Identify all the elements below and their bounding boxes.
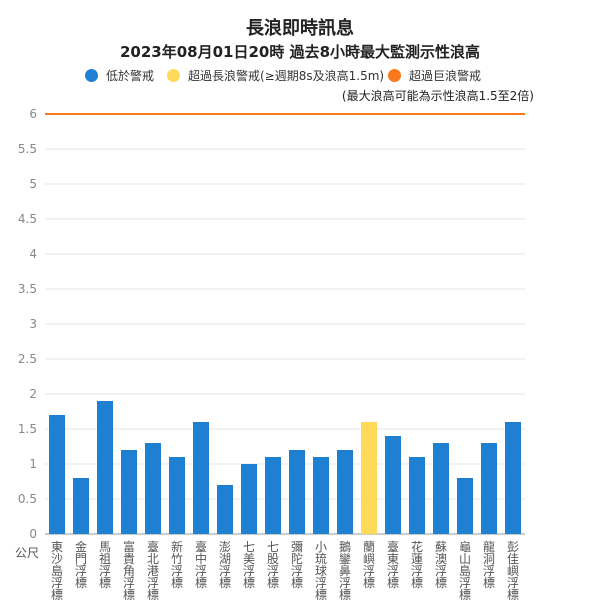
x-tick-label: 臺東浮標 — [387, 539, 399, 590]
x-tick-label: 彭佳嶼浮標 — [507, 540, 519, 600]
y-tick-label: 4 — [29, 247, 37, 261]
bar[interactable] — [217, 485, 233, 534]
bar[interactable] — [73, 478, 89, 534]
y-tick-label: 1.5 — [18, 422, 37, 436]
y-tick-label: 5 — [29, 177, 37, 191]
x-tick-label: 小琉球浮標 — [315, 540, 327, 600]
y-tick-label: 2.5 — [18, 352, 37, 366]
bar[interactable] — [361, 422, 377, 534]
x-tick-label: 七美浮標 — [243, 540, 255, 590]
x-tick-label: 東沙島浮標 — [51, 540, 63, 600]
bar[interactable] — [289, 450, 305, 534]
x-tick-label: 龍洞浮標 — [483, 539, 495, 590]
gridlines — [45, 113, 525, 535]
y-tick-label: 3 — [29, 317, 37, 331]
x-tick-label: 蘭嶼浮標 — [363, 540, 375, 590]
legend-label-normal: 低於警戒 — [106, 69, 155, 83]
legend-swatch-normal — [85, 69, 98, 82]
legend: 低於警戒 超過長浪警戒(≥週期8s及浪高1.5m) 超過巨浪警戒 — [0, 67, 600, 85]
bar[interactable] — [169, 457, 185, 534]
bar[interactable] — [313, 457, 329, 534]
legend-swatch-high-wave-warning — [388, 69, 401, 82]
x-tick-label: 新竹浮標 — [171, 539, 183, 590]
y-tick-label: 0.5 — [18, 492, 37, 506]
legend-item-swell-warning[interactable]: 超過長浪警戒(≥週期8s及浪高1.5m) — [167, 67, 384, 84]
bar[interactable] — [121, 450, 137, 534]
bars — [49, 401, 521, 534]
legend-label-high-wave-warning: 超過巨浪警戒 — [409, 69, 482, 83]
bar[interactable] — [337, 450, 353, 534]
y-tick-label: 4.5 — [18, 212, 37, 226]
legend-item-normal[interactable]: 低於警戒 — [85, 67, 154, 84]
y-axis-unit: 公尺 — [15, 546, 39, 560]
x-tick-label: 蘇澳浮標 — [435, 540, 447, 590]
chart-title: 長浪即時訊息 — [246, 18, 354, 39]
x-tick-label: 七股浮標 — [267, 540, 279, 590]
x-tick-label: 臺北港浮標 — [147, 539, 159, 600]
x-tick-label: 花蓮浮標 — [411, 539, 423, 590]
bar[interactable] — [385, 436, 401, 534]
wave-height-note: (最大浪高可能為示性浪高1.5至2倍) — [341, 89, 534, 103]
bar[interactable] — [409, 457, 425, 534]
x-tick-label: 馬祖浮標 — [99, 540, 111, 590]
legend-swatch-swell-warning — [167, 69, 180, 82]
y-axis-ticks: 0 0.5 1 1.5 2 2.5 3 3.5 4 4.5 5 5.5 6 — [18, 107, 37, 541]
y-tick-label: 6 — [29, 107, 37, 121]
bar[interactable] — [433, 443, 449, 534]
x-tick-label: 龜山島浮標 — [459, 540, 471, 600]
bar[interactable] — [145, 443, 161, 534]
y-tick-label: 3.5 — [18, 282, 37, 296]
x-tick-label: 澎湖浮標 — [219, 540, 231, 590]
bar[interactable] — [49, 415, 65, 534]
x-tick-label: 臺中浮標 — [195, 539, 207, 590]
legend-label-swell-warning: 超過長浪警戒(≥週期8s及浪高1.5m) — [188, 69, 385, 83]
bar[interactable] — [265, 457, 281, 534]
bar[interactable] — [97, 401, 113, 534]
x-tick-label: 彌陀浮標 — [291, 540, 303, 590]
chart-subtitle: 2023年08月01日20時 過去8小時最大監測示性浪高 — [119, 43, 481, 61]
y-tick-label: 5.5 — [18, 142, 37, 156]
x-axis-labels: 東沙島浮標金門浮標馬祖浮標富貴角浮標臺北港浮標新竹浮標臺中浮標澎湖浮標七美浮標七… — [51, 539, 519, 600]
bar[interactable] — [193, 422, 209, 534]
x-tick-label: 金門浮標 — [75, 539, 87, 590]
x-tick-label: 鵝鑾鼻浮標 — [339, 540, 351, 600]
bar[interactable] — [241, 464, 257, 534]
y-tick-label: 2 — [29, 387, 37, 401]
x-tick-label: 富貴角浮標 — [123, 539, 135, 600]
y-tick-label: 1 — [29, 457, 37, 471]
y-tick-label: 0 — [29, 527, 37, 541]
bar[interactable] — [505, 422, 521, 534]
legend-item-high-wave-warning[interactable]: 超過巨浪警戒 — [388, 67, 481, 84]
bar[interactable] — [457, 478, 473, 534]
bar[interactable] — [481, 443, 497, 534]
